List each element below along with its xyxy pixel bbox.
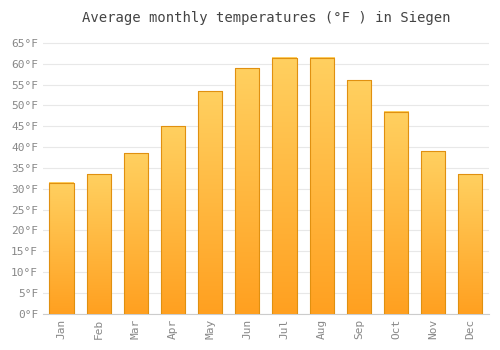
Title: Average monthly temperatures (°F ) in Siegen: Average monthly temperatures (°F ) in Si… <box>82 11 450 25</box>
